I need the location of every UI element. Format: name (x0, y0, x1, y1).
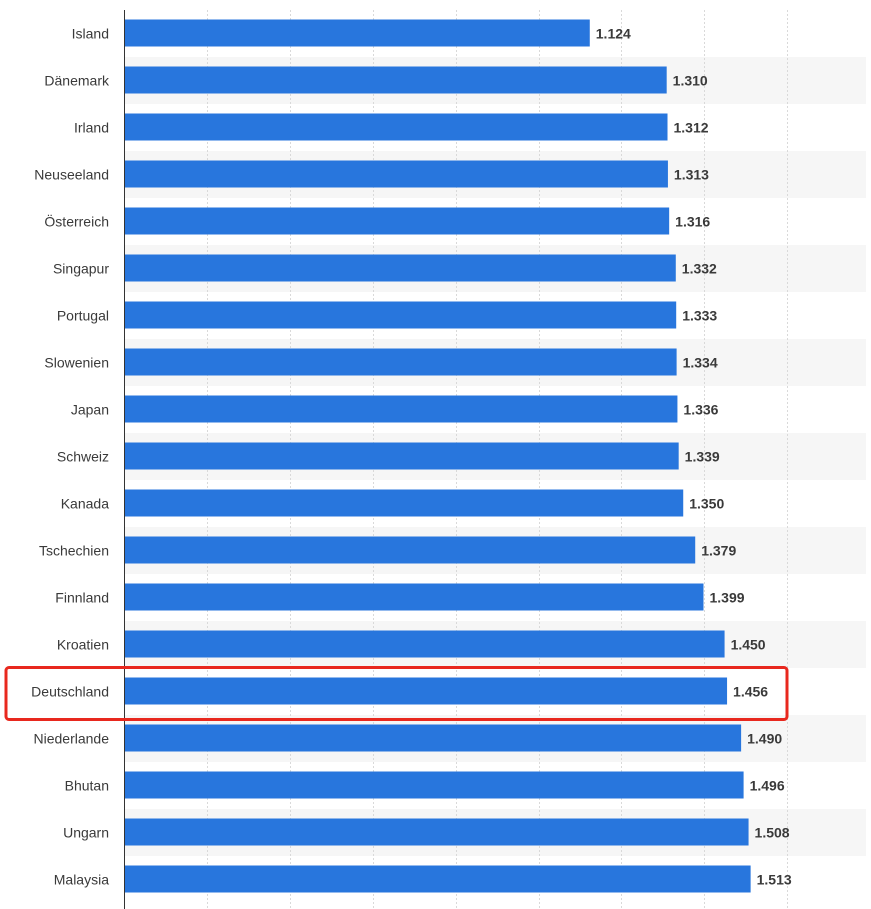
bar-island[interactable] (125, 19, 590, 47)
bar-portugal[interactable] (125, 301, 677, 329)
bar-bhutan[interactable] (125, 771, 744, 799)
category-label: Finnland (55, 590, 109, 606)
category-label: Österreich (44, 213, 109, 230)
bar-kroatien[interactable] (125, 630, 725, 658)
value-label: 1.312 (674, 120, 709, 136)
value-label: 1.336 (683, 402, 718, 418)
value-label: 1.310 (673, 73, 708, 89)
bar-irland[interactable] (125, 113, 668, 141)
value-label: 1.496 (750, 778, 785, 794)
bar-kanada[interactable] (125, 489, 684, 517)
category-label: Island (72, 26, 109, 42)
bar-deutschland[interactable] (125, 677, 728, 705)
bar-slowenien[interactable] (125, 348, 677, 376)
value-label: 1.508 (755, 825, 790, 841)
value-label: 1.313 (674, 167, 709, 183)
value-labels: 1.124 1.310 1.312 1.313 1.316 1.332 1.333 1.334… (596, 26, 792, 888)
category-label: Dänemark (44, 73, 110, 89)
bar-schweiz[interactable] (125, 442, 679, 470)
category-labels: Island Dänemark Irland Neuseeland Österreich… (31, 26, 110, 888)
value-label: 1.450 (731, 637, 766, 653)
value-label: 1.490 (747, 731, 782, 747)
bar-singapur[interactable] (125, 254, 676, 282)
value-label: 1.316 (675, 214, 710, 230)
value-label: 1.339 (685, 449, 720, 465)
bar-japan[interactable] (125, 395, 678, 423)
value-label: 1.332 (682, 261, 717, 277)
category-label: Kroatien (57, 637, 109, 653)
category-label: Malaysia (54, 872, 109, 888)
bar-ungarn[interactable] (125, 818, 749, 846)
category-label: Tschechien (39, 543, 109, 559)
category-label: Slowenien (44, 355, 109, 371)
category-label: Bhutan (65, 778, 109, 794)
bar-finnland[interactable] (125, 583, 704, 611)
category-label: Kanada (61, 496, 109, 512)
category-label: Singapur (53, 261, 109, 277)
category-label: Irland (74, 120, 109, 136)
value-label: 1.350 (689, 496, 724, 512)
bar-daenemark[interactable] (125, 66, 667, 94)
bar-oesterreich[interactable] (125, 207, 670, 235)
bar-tschechien[interactable] (125, 536, 696, 564)
highlight-layer (4, 666, 789, 721)
category-label: Deutschland (31, 684, 109, 700)
highlight-box (4, 666, 789, 721)
value-label: 1.334 (683, 355, 718, 371)
category-label: Portugal (57, 308, 109, 324)
value-label: 1.399 (709, 590, 744, 606)
value-label: 1.456 (733, 684, 768, 700)
category-label: Niederlande (34, 731, 110, 747)
bar-niederlande[interactable] (125, 724, 742, 752)
value-label: 1.513 (757, 872, 792, 888)
value-label: 1.379 (701, 543, 736, 559)
value-label: 1.333 (682, 308, 717, 324)
bars (125, 19, 751, 893)
category-label: Ungarn (63, 825, 109, 841)
value-label: 1.124 (596, 26, 631, 42)
category-label: Japan (71, 402, 109, 418)
category-label: Neuseeland (34, 167, 109, 183)
bar-neuseeland[interactable] (125, 160, 668, 188)
category-label: Schweiz (57, 449, 109, 465)
bar-malaysia[interactable] (125, 865, 751, 893)
